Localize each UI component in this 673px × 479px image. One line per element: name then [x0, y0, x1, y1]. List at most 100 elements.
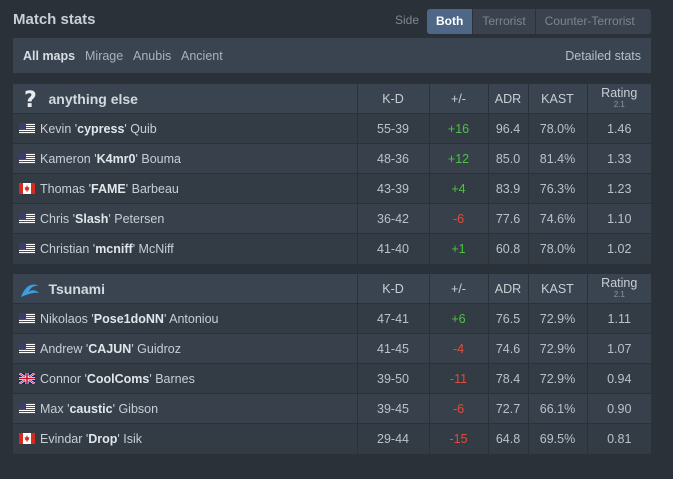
plus-minus-value: -11 [428, 363, 488, 394]
player-row: Christian 'mcniff' McNiff 41-40 +1 60.8 78.0… [13, 233, 651, 264]
player-nickname: CAJUN [88, 341, 132, 356]
kd-value: 41-40 [356, 233, 429, 264]
side-both-button[interactable]: Both [427, 9, 473, 34]
team-name[interactable]: anything else [48, 90, 138, 107]
plus-minus-value: -15 [428, 423, 488, 454]
player-cell[interactable]: Andrew 'CAJUN' Guidroz [13, 333, 357, 364]
rating-label: Rating [601, 275, 638, 290]
player-cell[interactable]: Evindar 'Drop' Isik [13, 423, 357, 454]
kast-value: 78.0% [527, 233, 587, 264]
player-last-name: Barnes [155, 371, 195, 386]
player-cell[interactable]: Kameron 'K4mr0' Bouma [13, 143, 357, 174]
plus-minus-value: -4 [428, 333, 488, 364]
rating-value: 1.33 [586, 143, 651, 174]
player-first-name: Nikolaos [40, 311, 88, 326]
team-stats-table-2: Tsunami K-D +/- ADR KAST Rating 2.1 Niko… [13, 273, 651, 454]
player-row: Kevin 'cypress' Quib 55-39 +16 96.4 78.0% 1.4… [13, 113, 651, 144]
map-tab-anubis[interactable]: Anubis [133, 49, 172, 63]
player-nickname: FAME [91, 181, 126, 196]
side-terrorist-button[interactable]: Terrorist [472, 9, 534, 34]
player-last-name: Gibson [118, 401, 159, 416]
us-flag-icon [19, 212, 35, 224]
kd-value: 36-42 [356, 203, 429, 234]
us-flag-icon [19, 152, 35, 164]
adr-value: 72.7 [487, 393, 528, 424]
adr-value: 78.4 [487, 363, 528, 394]
rating-value: 0.90 [586, 393, 651, 424]
rating-value: 1.10 [586, 203, 651, 234]
uk-flag-icon [19, 372, 35, 384]
plus-minus-header: +/- [428, 273, 488, 304]
kd-value: 39-45 [356, 393, 429, 424]
player-first-name: Chris [40, 211, 70, 226]
player-last-name: Bouma [141, 151, 181, 166]
plus-minus-value: +16 [428, 113, 488, 144]
kast-header: KAST [527, 273, 587, 304]
rating-header: Rating 2.1 [586, 273, 651, 304]
player-last-name: Antoniou [169, 311, 219, 326]
rating-header: Rating 2.1 [586, 83, 651, 114]
side-counter-terrorist-button[interactable]: Counter-Terrorist [534, 9, 644, 34]
rating-value: 0.81 [586, 423, 651, 454]
kd-value: 47-41 [356, 303, 429, 334]
us-flag-icon [19, 242, 35, 254]
plus-minus-value: +1 [428, 233, 488, 264]
plus-minus-value: +6 [428, 303, 488, 334]
team-header: Tsunami [13, 273, 357, 304]
adr-value: 64.8 [487, 423, 528, 454]
kast-value: 66.1% [527, 393, 587, 424]
player-row: Max 'caustic' Gibson 39-45 -6 72.7 66.1% 0.90 [13, 393, 651, 424]
kd-value: 39-50 [356, 363, 429, 394]
team-header: ? anything else [13, 83, 357, 114]
player-cell[interactable]: Christian 'mcniff' McNiff [13, 233, 357, 264]
rating-value: 1.07 [586, 333, 651, 364]
kd-value: 48-36 [356, 143, 429, 174]
player-cell[interactable]: Kevin 'cypress' Quib [13, 113, 357, 144]
plus-minus-header: +/- [428, 83, 488, 114]
player-first-name: Thomas [40, 181, 86, 196]
side-toggle: Both Terrorist Counter-Terrorist [427, 9, 651, 34]
rating-version: 2.1 [613, 289, 625, 299]
player-row: Kameron 'K4mr0' Bouma 48-36 +12 85.0 81.4% 1.… [13, 143, 651, 174]
player-last-name: Petersen [114, 211, 165, 226]
team-name[interactable]: Tsunami [48, 280, 106, 297]
player-first-name: Kameron [40, 151, 91, 166]
adr-value: 77.6 [487, 203, 528, 234]
question-mark-icon: ? [19, 88, 41, 113]
detailed-stats-link[interactable]: Detailed stats [565, 49, 641, 63]
kast-value: 72.9% [527, 303, 587, 334]
svg-text:?: ? [24, 88, 37, 110]
player-row: Thomas 'FAME' Barbeau 43-39 +4 83.9 76.3% 1.2… [13, 173, 651, 204]
player-cell[interactable]: Thomas 'FAME' Barbeau [13, 173, 357, 204]
player-nickname: caustic [69, 401, 113, 416]
rating-label: Rating [601, 85, 638, 100]
adr-header: ADR [487, 83, 528, 114]
player-cell[interactable]: Max 'caustic' Gibson [13, 393, 357, 424]
map-tab-all-maps[interactable]: All maps [23, 49, 76, 63]
player-last-name: Guidroz [137, 341, 181, 356]
rating-value: 1.23 [586, 173, 651, 204]
kast-header: KAST [527, 83, 587, 114]
player-row: Connor 'CoolComs' Barnes 39-50 -11 78.4 72.9… [13, 363, 651, 394]
kast-value: 72.9% [527, 333, 587, 364]
player-cell[interactable]: Connor 'CoolComs' Barnes [13, 363, 357, 394]
kd-header: K-D [356, 273, 429, 304]
wave-icon [19, 278, 41, 300]
kd-value: 29-44 [356, 423, 429, 454]
player-cell[interactable]: Nikolaos 'Pose1doNN' Antoniou [13, 303, 357, 334]
map-tab-ancient[interactable]: Ancient [181, 49, 223, 63]
page-title: Match stats [13, 11, 96, 28]
adr-value: 83.9 [487, 173, 528, 204]
player-last-name: McNiff [138, 241, 174, 256]
side-label: Side [395, 13, 420, 27]
kd-value: 43-39 [356, 173, 429, 204]
player-first-name: Evindar [40, 431, 83, 446]
player-first-name: Kevin [40, 121, 72, 136]
map-tab-mirage[interactable]: Mirage [85, 49, 124, 63]
canada-flag-icon [19, 182, 35, 194]
kd-value: 41-45 [356, 333, 429, 364]
player-cell[interactable]: Chris 'Slash' Petersen [13, 203, 357, 234]
kd-header: K-D [356, 83, 429, 114]
kast-value: 76.3% [527, 173, 587, 204]
adr-value: 60.8 [487, 233, 528, 264]
